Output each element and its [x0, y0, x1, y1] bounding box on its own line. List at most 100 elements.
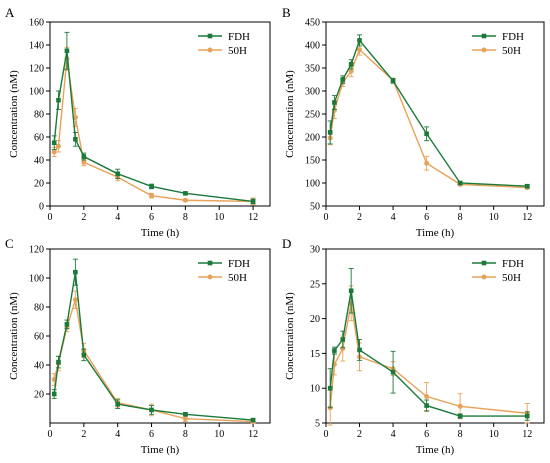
data-point: [332, 100, 337, 105]
series-fdh: [51, 31, 256, 205]
y-tick-label: 250: [305, 110, 320, 121]
data-point: [81, 159, 87, 165]
y-tick-label: 25: [310, 279, 320, 290]
y-tick-label: 150: [305, 156, 320, 167]
y-tick-label: 80: [34, 110, 44, 121]
data-point: [457, 180, 463, 186]
data-point: [524, 183, 530, 189]
y-tick-label: 80: [34, 303, 44, 314]
y-tick-label: 15: [310, 349, 320, 360]
data-point: [149, 407, 154, 413]
data-point: [390, 369, 396, 375]
legend-marker: [207, 260, 213, 266]
legend-marker: [481, 274, 487, 280]
series-fdh: [51, 258, 256, 423]
series-50h: [327, 43, 530, 191]
x-axis-label: Time (h): [141, 227, 180, 239]
y-tick-label: 60: [34, 133, 44, 144]
data-point: [348, 68, 354, 74]
y-tick-label: 100: [29, 274, 44, 285]
legend-label: 50H: [502, 45, 521, 57]
data-point: [327, 385, 333, 391]
data-point: [81, 154, 87, 159]
y-axis-label: Concentration (nM): [284, 70, 296, 158]
legend-item-50h: 50H: [472, 272, 521, 284]
legend-marker: [207, 274, 213, 280]
legend-item-fdh: FDH: [472, 258, 524, 270]
x-tick-label: 10: [489, 429, 499, 440]
y-tick-label: 20: [310, 314, 320, 325]
y-tick-label: 300: [305, 87, 320, 98]
x-tick-label: 12: [522, 429, 532, 440]
data-point: [524, 413, 530, 419]
data-point: [183, 191, 188, 196]
data-point: [182, 416, 188, 422]
series-line: [53, 58, 254, 203]
y-tick-label: 200: [305, 133, 320, 144]
y-tick-label: 120: [29, 64, 44, 75]
series-fdh: [327, 34, 530, 189]
data-point: [72, 114, 78, 120]
x-tick-label: 4: [391, 429, 396, 440]
legend-marker: [481, 33, 487, 39]
data-point: [332, 348, 337, 353]
series-50h: [51, 290, 256, 425]
data-point: [348, 288, 354, 294]
data-point: [149, 184, 154, 189]
data-point: [348, 62, 354, 67]
legend-item-50h: 50H: [198, 272, 247, 284]
x-tick-label: 2: [357, 212, 362, 223]
x-tick-label: 6: [424, 429, 429, 440]
x-tick-label: 6: [149, 429, 154, 440]
x-tick-label: 0: [48, 429, 53, 440]
y-tick-label: 40: [34, 156, 44, 167]
x-tick-label: 8: [183, 212, 188, 223]
data-point: [390, 78, 396, 84]
legend-label: 50H: [228, 45, 247, 57]
y-tick-label: 5: [315, 419, 320, 430]
y-tick-label: 20: [34, 390, 44, 401]
y-axis-label: Concentration (nM): [284, 292, 296, 380]
legend-item-fdh: FDH: [472, 31, 524, 43]
panel-letter: B: [282, 5, 291, 20]
panel-letter: D: [282, 236, 291, 251]
y-tick-label: 100: [305, 179, 320, 190]
data-point: [327, 130, 333, 135]
x-axis-label: Time (h): [416, 227, 455, 239]
plot-frame: [325, 248, 545, 424]
x-tick-label: 4: [391, 212, 396, 223]
y-tick-label: 20: [34, 179, 44, 190]
data-point: [357, 47, 363, 53]
data-point: [424, 160, 430, 166]
legend-label: 50H: [502, 272, 521, 284]
y-tick-label: 0: [39, 202, 44, 213]
data-point: [56, 359, 61, 365]
x-tick-label: 4: [115, 212, 120, 223]
x-tick-label: 10: [214, 429, 224, 440]
data-point: [183, 412, 188, 417]
x-tick-label: 0: [324, 429, 329, 440]
data-point: [424, 403, 429, 408]
data-point: [81, 352, 87, 358]
data-point: [357, 347, 362, 353]
x-tick-label: 0: [324, 212, 329, 223]
data-point: [149, 193, 155, 199]
x-axis-label: Time (h): [141, 444, 180, 456]
panel-letter: C: [5, 236, 14, 251]
series-line: [53, 50, 254, 203]
panel-c: C 0 2 4 6 8 10 12 20 40 60 80 100 120 Time (h) Concentr…: [5, 236, 271, 456]
y-tick-label: 120: [29, 245, 44, 256]
legend-label: FDH: [228, 31, 250, 43]
data-point: [56, 97, 61, 103]
x-tick-label: 8: [458, 429, 463, 440]
panel-b: B 0 2 4 6 8 10 12 50 100 150 200 250 300 350 400 450 Time…: [282, 5, 545, 239]
data-point: [64, 322, 70, 327]
y-tick-label: 30: [310, 245, 320, 256]
x-tick-label: 12: [522, 212, 532, 223]
series-fdh: [327, 268, 530, 421]
x-tick-label: 2: [357, 429, 362, 440]
legend-marker: [481, 47, 487, 53]
series-line: [329, 48, 528, 189]
x-tick-label: 2: [81, 429, 86, 440]
